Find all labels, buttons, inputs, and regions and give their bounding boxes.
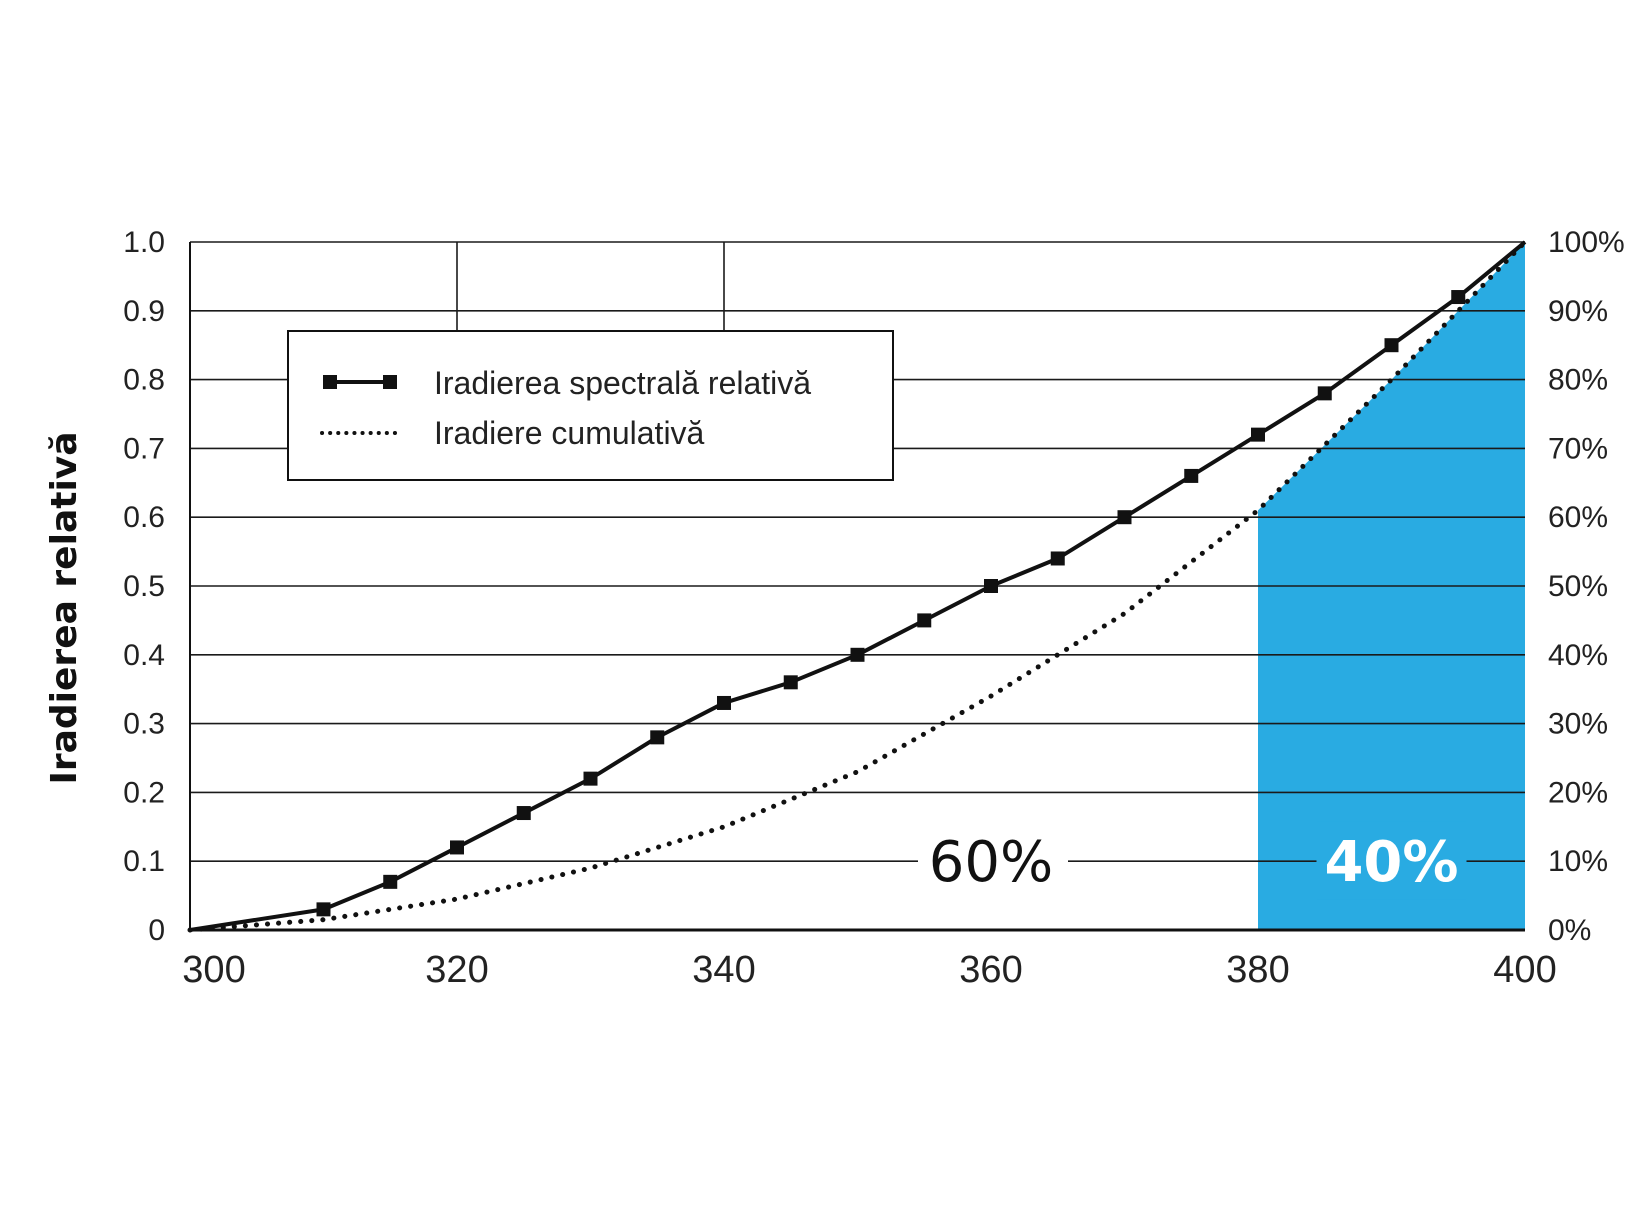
y-tick-label: 0.1 xyxy=(123,845,165,878)
x-tick-label: 340 xyxy=(692,949,755,991)
data-point-spectral xyxy=(1050,551,1065,566)
y2-tick-label: 60% xyxy=(1548,501,1608,534)
data-point-spectral xyxy=(383,874,398,889)
y2-tick-label: 30% xyxy=(1548,708,1608,741)
data-point-spectral xyxy=(1184,468,1199,483)
data-point-spectral xyxy=(450,840,464,855)
x-tick-label: 380 xyxy=(1226,949,1289,991)
data-point-spectral xyxy=(783,675,798,690)
y2-tick-label: 10% xyxy=(1548,845,1608,878)
y-tick-label: 0.3 xyxy=(123,708,165,741)
annotation-label-2: 40% xyxy=(1324,830,1458,895)
data-point-spectral xyxy=(1251,427,1265,442)
y-tick-label: 0.7 xyxy=(123,432,165,465)
y-tick-label: 0.4 xyxy=(123,639,165,672)
y2-tick-label: 70% xyxy=(1548,432,1608,465)
data-point-spectral xyxy=(316,902,331,917)
x-tick-label: 400 xyxy=(1493,949,1556,991)
y-tick-label: 0.8 xyxy=(123,364,165,397)
data-point-spectral xyxy=(850,647,865,662)
data-point-spectral xyxy=(516,806,531,821)
x-tick-label: 320 xyxy=(425,949,488,991)
legend-box xyxy=(287,330,894,481)
y-tick-label: 0 xyxy=(148,914,165,947)
y-tick-label: 0.9 xyxy=(123,295,165,328)
data-point-spectral xyxy=(583,771,598,786)
legend-marker xyxy=(323,375,337,389)
series-spectral-line xyxy=(189,240,1527,932)
y2-tick-label: 80% xyxy=(1548,364,1608,397)
annotation-backdrop xyxy=(1316,821,1467,900)
y2-tick-label: 90% xyxy=(1548,295,1608,328)
y-tick-label: 0.5 xyxy=(123,570,165,603)
legend-entry-2: Iradiere cumulativă xyxy=(434,415,705,451)
legend-marker xyxy=(383,375,397,389)
annotation-backdrop xyxy=(918,821,1068,900)
x-tick-label: 300 xyxy=(182,949,245,991)
y-tick-label: 0.6 xyxy=(123,501,165,534)
data-point-spectral xyxy=(650,730,665,745)
y-tick-label: 0.2 xyxy=(123,776,165,809)
data-point-spectral xyxy=(1384,338,1399,353)
y2-tick-label: 40% xyxy=(1548,639,1608,672)
y-axis-label: Iradierea relativă xyxy=(44,431,85,784)
data-point-spectral xyxy=(1317,386,1332,401)
data-point-spectral xyxy=(917,613,932,628)
y2-tick-label: 20% xyxy=(1548,776,1608,809)
y2-tick-label: 50% xyxy=(1548,570,1608,603)
data-point-spectral xyxy=(717,695,731,710)
data-point-spectral xyxy=(984,579,998,593)
legend-entry-1: Iradierea spectrală relativă xyxy=(434,365,811,401)
x-tick-label: 360 xyxy=(959,949,1022,991)
series-cumulative-line xyxy=(187,239,1528,933)
data-point-spectral xyxy=(1117,510,1132,525)
y-tick-label: 1.0 xyxy=(123,226,165,259)
annotation-label-1: 60% xyxy=(929,830,1053,895)
data-point-spectral xyxy=(1451,290,1466,305)
y2-tick-label: 0% xyxy=(1548,914,1591,947)
y2-tick-label: 100% xyxy=(1548,226,1625,259)
